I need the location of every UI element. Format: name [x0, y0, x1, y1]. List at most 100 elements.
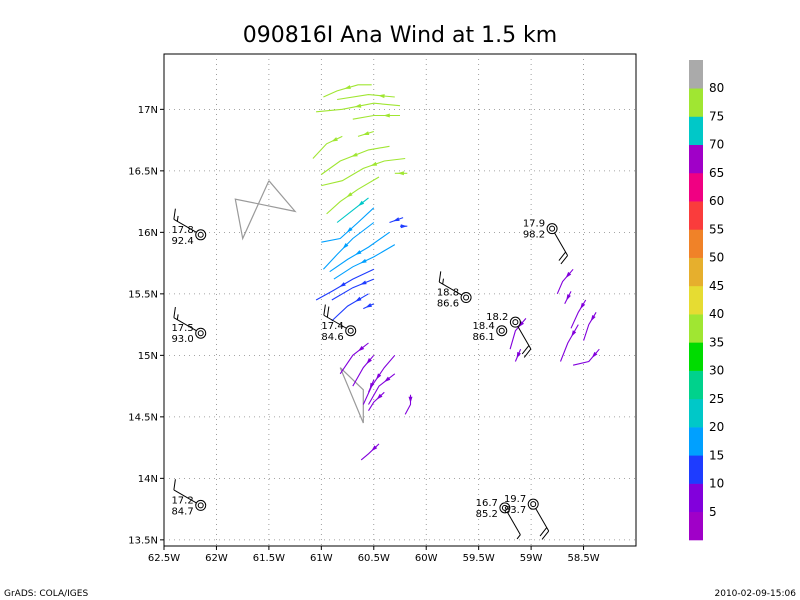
station-inner-circle: [512, 319, 519, 326]
x-tick-label: 60.5W: [358, 553, 390, 564]
colorbar-label: 10: [709, 477, 724, 491]
streamline-arrowhead: [516, 351, 521, 359]
streamline-arrowhead: [378, 94, 385, 99]
wind-barb-full: [323, 304, 326, 316]
wind-barb-full: [521, 345, 530, 355]
y-tick-label: 15.5N: [128, 289, 158, 300]
y-tick-label: 17N: [138, 105, 158, 116]
station-value-bottom: 92.4: [171, 236, 193, 247]
station-value-top: 17.8: [171, 225, 193, 236]
y-tick-label: 13.5N: [128, 535, 158, 546]
colorbar-label: 45: [709, 279, 724, 293]
wind-barb-staff: [535, 508, 550, 532]
station-circle: [460, 292, 472, 304]
streamline-arrowhead: [383, 113, 390, 118]
wind-barb-half: [176, 314, 179, 320]
streamline: [320, 145, 390, 175]
station-value-bottom: 83.7: [504, 505, 526, 516]
station-value-top: 18.2: [486, 312, 508, 323]
streamline-arrowhead: [376, 373, 382, 380]
wind-barb-full: [438, 271, 442, 283]
streamline-arrowhead: [354, 103, 362, 108]
x-tick-label: 62W: [205, 553, 228, 564]
station-circle: [509, 316, 521, 328]
streamline: [352, 114, 400, 120]
x-tick-label: 61W: [310, 553, 333, 564]
streamline-arrowhead: [346, 192, 353, 198]
x-tick-label: 61.5W: [253, 553, 285, 564]
wind-barb-full: [560, 255, 568, 265]
station-value-bottom: 84.7: [171, 506, 193, 517]
colorbar-swatch: [689, 483, 703, 513]
colorbar-label: 25: [709, 392, 724, 406]
wind-barb-staff: [173, 489, 197, 504]
station-inner-circle: [501, 504, 508, 511]
colorbar-swatch: [689, 370, 703, 400]
streamline-arrowhead: [357, 345, 365, 352]
colorbar-label: 70: [709, 138, 724, 152]
station-value-top: 18.8: [437, 288, 459, 299]
wind-barb-staff: [173, 218, 197, 233]
station-inner-circle: [197, 231, 204, 238]
x-tick-label: 58.5W: [567, 553, 599, 564]
colorbar-label: 5: [709, 505, 717, 519]
colorbar-swatch: [689, 172, 703, 202]
station-circle: [195, 229, 207, 241]
y-axis: 13.5N 14N 14.5N 15N 15.5N 16N 16.5N 17N: [128, 105, 164, 546]
footer-right: 2010-02-09-15:06: [715, 589, 797, 599]
wind-barb-staff: [517, 326, 532, 350]
wind-barb-full: [558, 251, 566, 261]
station-circle: [496, 325, 508, 337]
storm-track: [234, 180, 297, 241]
y-tick-label: 16N: [138, 228, 158, 239]
y-tick-label: 14.5N: [128, 412, 158, 423]
x-axis: 62.5W 62W 61.5W 61W 60.5W 60W 59.5W 59W 58.5W: [148, 546, 600, 564]
storm-track: [339, 367, 364, 424]
station: 17.484.6: [321, 304, 357, 343]
colorbar-swatch: [689, 342, 703, 371]
streamline: [331, 278, 375, 301]
streamline-arrowhead: [397, 171, 404, 176]
streamline-arrowhead: [566, 294, 571, 301]
colorbar-label: 15: [709, 448, 724, 462]
streamline: [316, 102, 401, 113]
wind-barb-full: [173, 306, 176, 318]
colorbar-swatch: [689, 201, 703, 230]
streamline: [312, 135, 343, 159]
streamline-arrowhead: [370, 161, 378, 166]
streamline-arrowhead: [580, 302, 586, 310]
streamline: [321, 207, 375, 243]
streamline: [360, 443, 380, 461]
station: 16.785.2: [476, 498, 521, 540]
station-inner-circle: [197, 330, 204, 337]
colorbar-swatch: [689, 427, 703, 456]
station-inner-circle: [549, 225, 556, 232]
colorbar-label: 65: [709, 166, 724, 180]
streamline-arrowhead: [384, 376, 391, 383]
station: 17.892.4: [171, 208, 207, 247]
streamline-arrowhead: [408, 396, 413, 404]
wind-streamlines: [312, 84, 600, 461]
station: 17.998.2: [523, 219, 569, 265]
streamline: [321, 157, 406, 187]
storm-tracks: [234, 180, 364, 424]
station-circle: [345, 325, 357, 337]
station: 18.2: [486, 312, 532, 358]
colorbar-swatch: [689, 116, 703, 146]
x-tick-label: 60W: [415, 553, 438, 564]
streamline-arrowhead: [357, 200, 365, 207]
streamline-arrowhead: [376, 393, 383, 400]
colorbar-label: 50: [709, 251, 724, 265]
streamline-arrowhead: [355, 296, 362, 302]
wind-barb-full: [539, 527, 548, 537]
streamline-arrowhead: [339, 282, 346, 287]
station-value-bottom: 85.2: [476, 509, 498, 520]
colorbar-swatch: [689, 455, 703, 484]
streamline: [331, 293, 369, 322]
colorbar-swatch: [689, 398, 703, 428]
footer-left: GrADS: COLA/IGES: [4, 589, 88, 599]
station: 17.284.7: [171, 479, 207, 517]
colorbar-label: 55: [709, 222, 724, 236]
station-value-bottom: 98.2: [523, 230, 545, 241]
